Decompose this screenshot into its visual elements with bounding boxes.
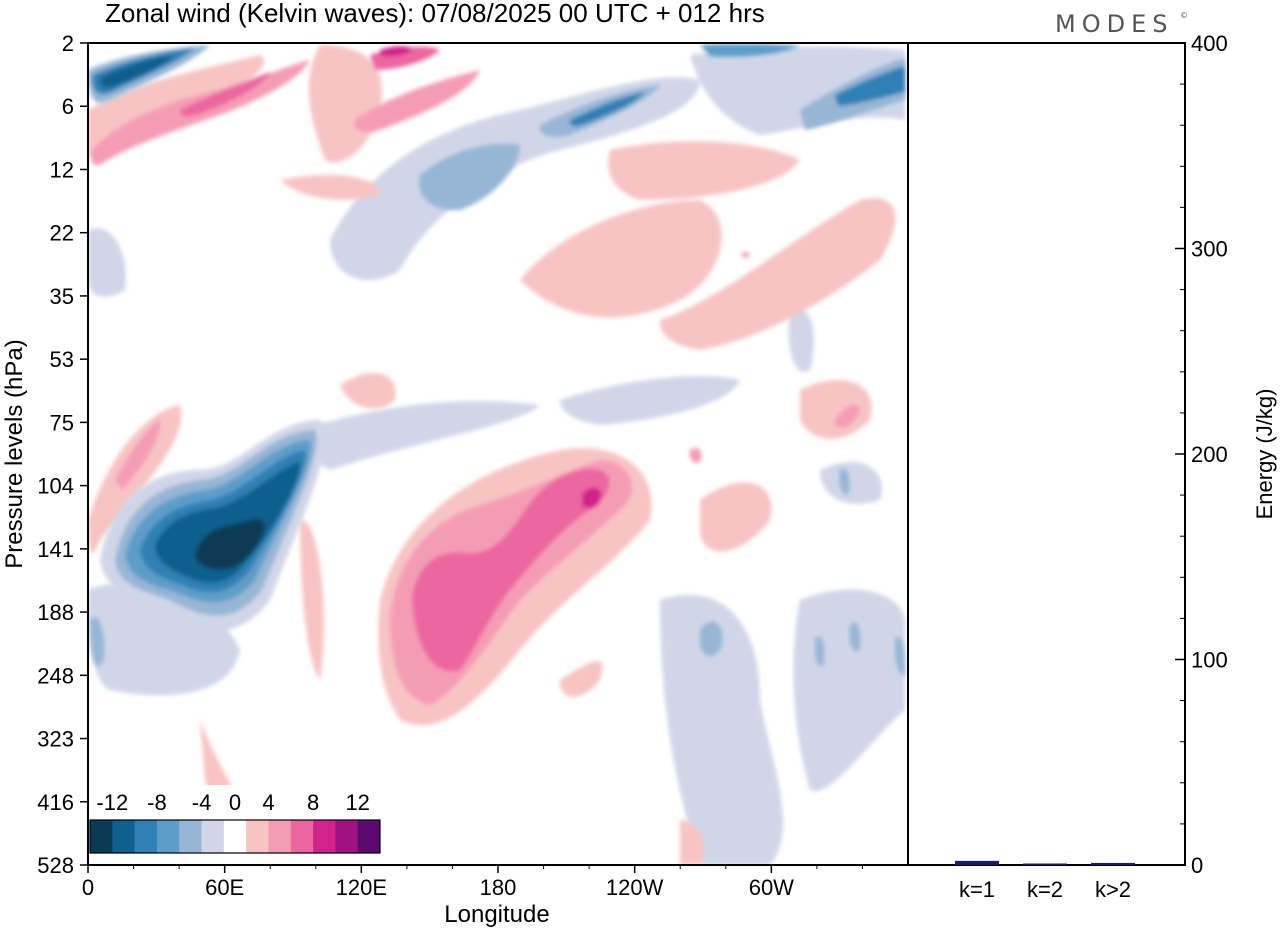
energy-bar-label: k=2: [1027, 877, 1063, 902]
colorbar-swatch: [268, 820, 292, 853]
westerly-core: [390, 460, 632, 705]
minor-pockets: [90, 252, 905, 676]
colorbar-label: 8: [307, 790, 319, 815]
energy-axis: 0 100 200 300 400: [1175, 31, 1228, 878]
stratospheric-bands: [88, 43, 905, 211]
colorbar-label: 12: [345, 790, 369, 815]
energy-tick-label: 300: [1191, 237, 1228, 262]
energy-panel-frame: [907, 42, 1186, 866]
y-tick-label: 104: [37, 474, 74, 499]
energy-tick-label: 0: [1191, 853, 1203, 878]
colorbar-swatch: [335, 820, 358, 853]
energy-bars: k=1 k=2 k>2: [955, 860, 1135, 902]
energy-bar-label: k=1: [959, 877, 995, 902]
colorbar-label: -8: [147, 790, 167, 815]
y-tick-label: 75: [50, 410, 74, 435]
colorbar-swatch: [90, 820, 113, 853]
y-tick-label: 12: [50, 157, 74, 182]
x-tick-label: 180: [480, 875, 517, 900]
y-tick-label: 22: [50, 221, 74, 246]
modes-logo: MODES: [1055, 10, 1173, 38]
energy-bar-2: [1023, 863, 1067, 865]
energy-tick-label: 400: [1191, 31, 1228, 56]
y-tick-label: 141: [37, 537, 74, 562]
colorbar-swatch: [246, 820, 269, 853]
y-tick-label: 416: [37, 790, 74, 815]
pressure-axis: 2 6 12 22 35 53 75 104 141 188 248 323 416 528: [37, 31, 88, 878]
longitude-axis: 0 60E 120E 180 120W 60W: [82, 865, 863, 900]
y-tick-label: 323: [37, 727, 74, 752]
colorbar-swatch: [134, 820, 158, 853]
colorbar-swatch: [357, 820, 381, 853]
energy-axis-label: Energy (J/kg): [1252, 389, 1277, 520]
y-tick-label: 248: [37, 663, 74, 688]
colorbar-frame: [89, 819, 381, 854]
colorbar-swatch: [179, 820, 202, 853]
colorbar-swatch: [156, 820, 180, 853]
y-tick-label: 6: [62, 94, 74, 119]
easterly-core: [100, 420, 326, 632]
energy-bar-3: [1091, 862, 1135, 865]
x-tick-label: 120E: [336, 875, 387, 900]
heatmap-plot: -12 -8 -4 0 4 8 12: [88, 43, 908, 865]
colorbar-label: 0: [229, 790, 241, 815]
colorbar-label: -4: [192, 790, 212, 815]
energy-tick-label: 200: [1191, 442, 1228, 467]
y-tick-label: 528: [37, 853, 74, 878]
y-tick-label: 188: [37, 600, 74, 625]
x-tick-label: 60E: [205, 875, 244, 900]
colorbar-swatch: [290, 820, 314, 853]
y-tick-label: 35: [50, 284, 74, 309]
x-tick-label: 60W: [749, 875, 794, 900]
chart-title: Zonal wind (Kelvin waves): 07/08/2025 00…: [105, 0, 765, 28]
colorbar-label: 4: [262, 790, 274, 815]
energy-bar-label: k>2: [1095, 877, 1131, 902]
colorbar: -12 -8 -4 0 4 8 12: [88, 785, 386, 865]
x-axis-label: Longitude: [444, 901, 549, 928]
colorbar-swatch: [223, 820, 247, 853]
y-tick-label: 53: [50, 347, 74, 372]
modes-logo-mark: ©: [1180, 11, 1188, 20]
energy-bar-1: [955, 860, 999, 865]
energy-tick-label: 100: [1191, 648, 1228, 673]
y-axis-label: Pressure levels (hPa): [1, 339, 28, 568]
colorbar-swatch: [313, 820, 336, 853]
y-tick-label: 2: [62, 31, 74, 56]
x-tick-label: 120W: [606, 875, 664, 900]
x-tick-label: 0: [82, 875, 94, 900]
colorbar-swatch: [112, 820, 135, 853]
colorbar-swatch: [201, 820, 225, 853]
colorbar-label: -12: [96, 790, 128, 815]
